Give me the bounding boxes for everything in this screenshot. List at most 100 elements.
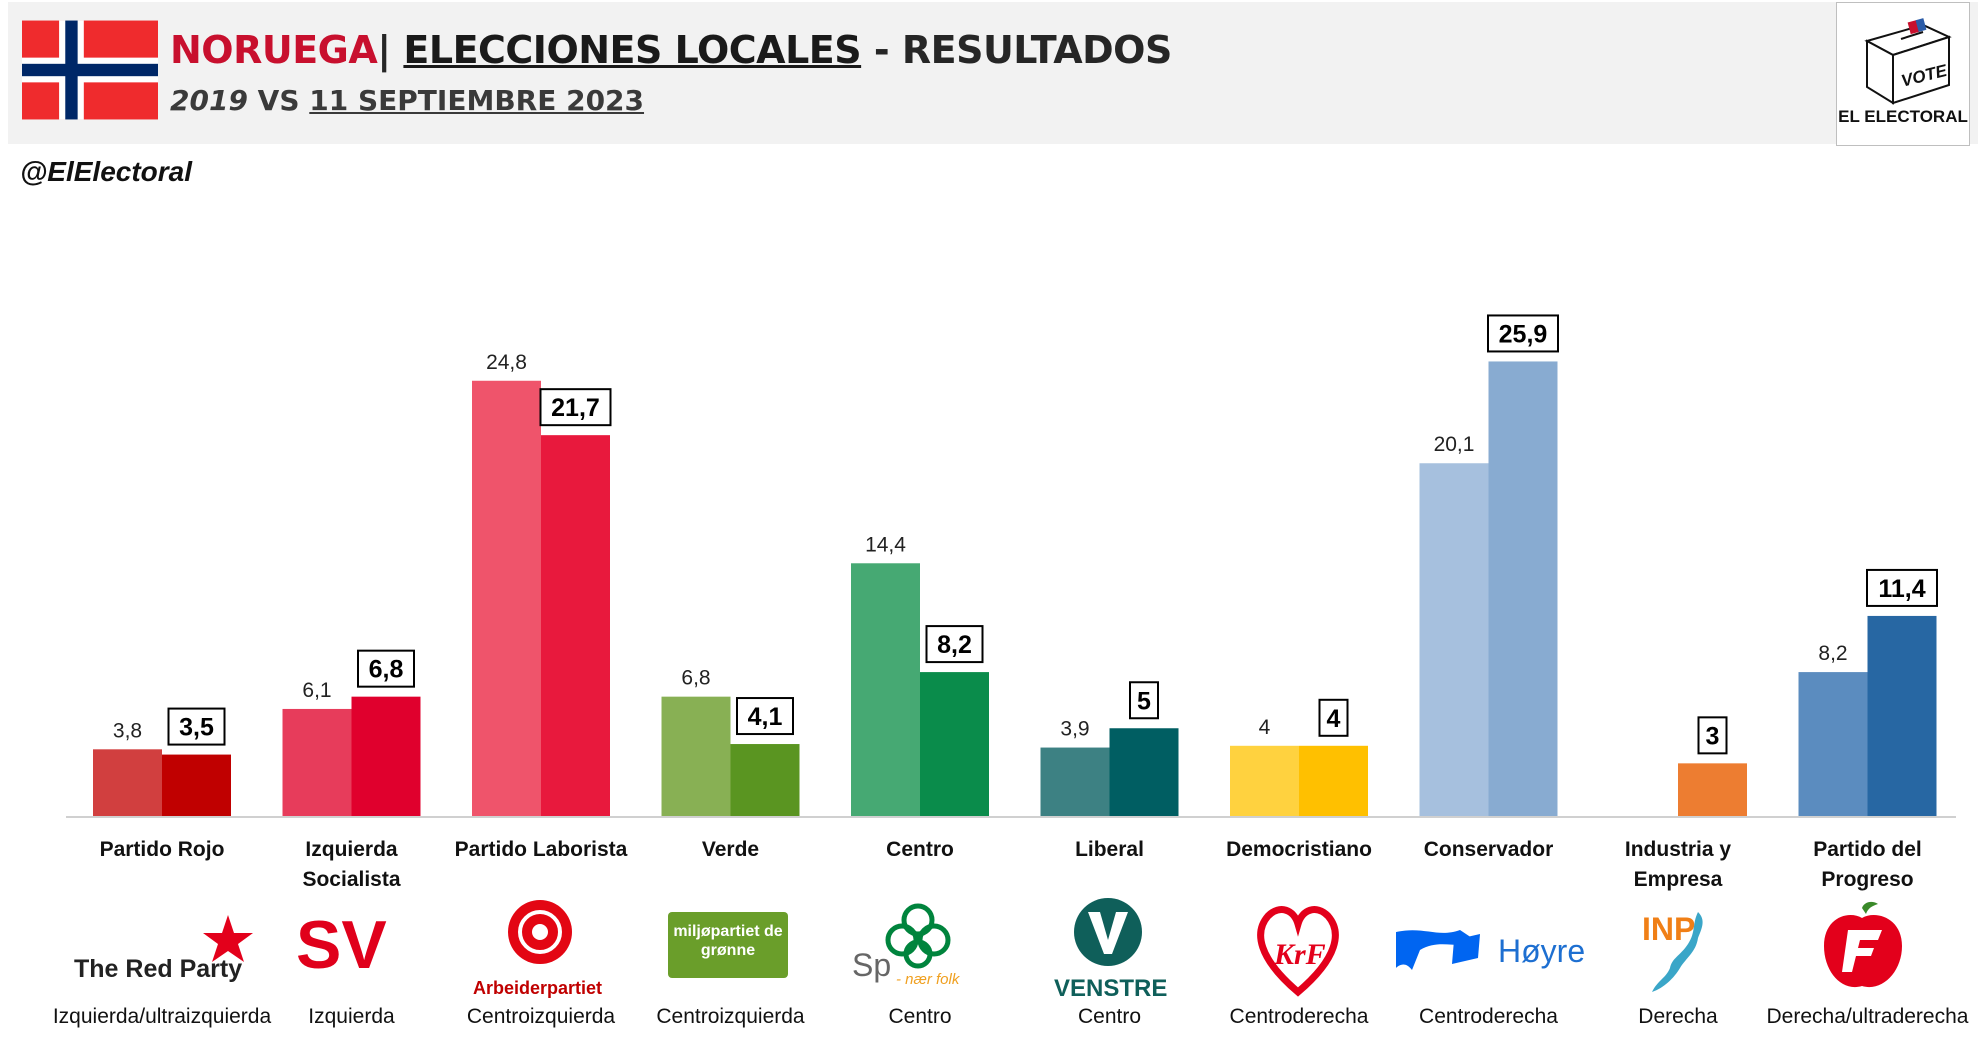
title-main: ELECCIONES LOCALES bbox=[403, 28, 862, 72]
ideology-label-8: Derecha bbox=[1638, 1005, 1718, 1028]
page-subtitle: 2019 VS 11 SEPTIEMBRE 2023 bbox=[170, 84, 644, 117]
bar-2019-2 bbox=[472, 380, 541, 816]
page-title: NORUEGA| ELECCIONES LOCALES - RESULTADOS bbox=[170, 28, 1172, 72]
ideology-label-9: Derecha/ultraderecha bbox=[1767, 1005, 1969, 1028]
sp-logo-subtext: - nær folk bbox=[896, 971, 961, 988]
bar-2023-3 bbox=[730, 744, 800, 816]
data-label-box-2023-9 bbox=[1866, 568, 1938, 607]
ap-logo-text: Arbeiderpartiet bbox=[473, 978, 602, 998]
ballot-box-icon: VOTE bbox=[1864, 18, 1952, 105]
category-label-4-0: Centro bbox=[886, 838, 954, 861]
title-separator: | bbox=[377, 28, 391, 72]
rose-icon: Arbeiderpartiet bbox=[473, 900, 602, 998]
data-label-box-2023-4 bbox=[925, 625, 984, 664]
norway-flag-icon bbox=[22, 20, 158, 120]
data-label-2019-1: 6,1 bbox=[302, 679, 331, 702]
category-label-2-0: Partido Laborista bbox=[455, 838, 628, 861]
data-label-box-2023-2 bbox=[539, 388, 612, 427]
data-label-2023-4: 8,2 bbox=[937, 631, 972, 659]
bar-2019-1 bbox=[282, 708, 352, 816]
data-label-2023-6: 4 bbox=[1327, 705, 1341, 733]
norway-map-icon: INP bbox=[1642, 911, 1703, 992]
data-label-2019-9: 8,2 bbox=[1818, 642, 1847, 665]
data-label-2023-8: 3 bbox=[1706, 722, 1720, 750]
data-label-2019-4: 14,4 bbox=[865, 533, 906, 556]
data-label-2023-0: 3,5 bbox=[179, 714, 214, 742]
labels-layer: 3,8 3,5 Partido Rojo Izquierda/ultraizquier… bbox=[53, 314, 1969, 1028]
bar-2023-4 bbox=[920, 672, 989, 816]
data-label-box-2023-1 bbox=[357, 649, 415, 688]
title-country: NORUEGA bbox=[170, 28, 378, 72]
data-label-2019-2: 24,8 bbox=[486, 351, 527, 374]
category-label-7-0: Conservador bbox=[1424, 838, 1554, 861]
data-label-box-2023-6 bbox=[1318, 698, 1349, 737]
data-label-2023-3: 4,1 bbox=[748, 703, 783, 731]
ideology-label-5: Centro bbox=[1078, 1005, 1141, 1028]
bar-2023-0 bbox=[162, 754, 231, 816]
data-label-2019-3: 6,8 bbox=[681, 667, 710, 690]
venstre-logo-text: VENSTRE bbox=[1054, 975, 1167, 1002]
hoyre-logo-text: Høyre bbox=[1498, 933, 1585, 969]
data-label-2023-9: 11,4 bbox=[1878, 575, 1925, 603]
ideology-label-6: Centroderecha bbox=[1230, 1005, 1369, 1028]
ideology-label-3: Centroizquierda bbox=[656, 1005, 805, 1028]
ideology-label-2: Centroizquierda bbox=[467, 1005, 616, 1028]
category-label-8-1: Empresa bbox=[1634, 868, 1723, 891]
category-label-8-0: Industria y bbox=[1625, 838, 1732, 861]
bar-2023-1 bbox=[351, 696, 421, 816]
data-label-box-2023-8 bbox=[1697, 716, 1728, 755]
category-label-6-0: Democristiano bbox=[1226, 838, 1372, 861]
bar-2023-6 bbox=[1299, 745, 1368, 816]
bar-2019-9 bbox=[1798, 672, 1868, 816]
sv-logo: SV bbox=[296, 908, 387, 978]
red-party-logo-text: The Red Party bbox=[74, 955, 242, 983]
data-label-2023-1: 6,8 bbox=[369, 656, 404, 684]
data-label-2019-0: 3,8 bbox=[113, 719, 142, 742]
subtitle-vs: VS bbox=[247, 84, 310, 117]
twitter-handle: @ElElectoral bbox=[20, 156, 193, 187]
data-label-2023-7: 25,9 bbox=[1499, 320, 1548, 348]
bar-2019-3 bbox=[661, 696, 731, 816]
category-label-5-0: Liberal bbox=[1075, 838, 1144, 861]
krf-logo-text: KrF bbox=[1273, 938, 1326, 971]
subtitle-date: 11 SEPTIEMBRE 2023 bbox=[309, 84, 645, 117]
bar-2023-7 bbox=[1488, 361, 1558, 816]
data-label-2019-7: 20,1 bbox=[1434, 433, 1475, 456]
category-label-1-1: Socialista bbox=[302, 868, 400, 891]
el-electoral-logo: VOTE EL ELECTORAL bbox=[1836, 2, 1970, 146]
subtitle-year: 2019 bbox=[170, 84, 248, 117]
bar-2023-8 bbox=[1678, 763, 1747, 816]
ideology-label-1: Izquierda bbox=[308, 1005, 395, 1028]
bar-2019-4 bbox=[851, 563, 920, 816]
venstre-v-icon: VENSTRE bbox=[1054, 898, 1167, 1002]
title-rest: - RESULTADOS bbox=[861, 28, 1172, 72]
bar-2023-5 bbox=[1109, 728, 1179, 816]
data-label-2023-5: 5 bbox=[1137, 687, 1151, 715]
mdg-logo-text: miljøpartiet de grønne bbox=[673, 923, 783, 959]
bar-2019-5 bbox=[1040, 747, 1110, 816]
data-label-box-2023-5 bbox=[1129, 681, 1159, 720]
category-label-3-0: Verde bbox=[702, 838, 759, 861]
header-bar bbox=[8, 2, 1978, 144]
category-label-9-0: Partido del bbox=[1813, 838, 1922, 861]
category-label-9-1: Progreso bbox=[1821, 868, 1913, 891]
krf-heart-icon: KrF bbox=[1257, 906, 1339, 997]
clover-icon: Sp - nær folk bbox=[852, 903, 961, 988]
frp-logo-text: F bbox=[1818, 900, 1819, 901]
data-label-2019-5: 3,9 bbox=[1060, 718, 1089, 741]
category-label-0-0: Partido Rojo bbox=[100, 838, 225, 861]
data-label-box-2023-7 bbox=[1487, 314, 1559, 353]
logo-caption: EL ELECTORAL bbox=[1838, 107, 1968, 126]
category-label-1-0: Izquierda bbox=[305, 838, 398, 861]
mdg-logo: miljøpartiet de grønne bbox=[668, 912, 788, 978]
inp-logo-text: INP bbox=[1642, 911, 1695, 947]
hoyre-flag-icon: Høyre bbox=[1396, 930, 1585, 970]
bar-2023-2 bbox=[541, 435, 610, 816]
sp-logo-text: Sp bbox=[852, 947, 891, 983]
bar-2019-7 bbox=[1419, 463, 1489, 816]
bar-2019-6 bbox=[1230, 745, 1299, 816]
frp-apple-icon: F bbox=[1818, 900, 1902, 988]
sv-logo-text: SV bbox=[296, 908, 387, 978]
bar-2019-0 bbox=[93, 749, 162, 816]
